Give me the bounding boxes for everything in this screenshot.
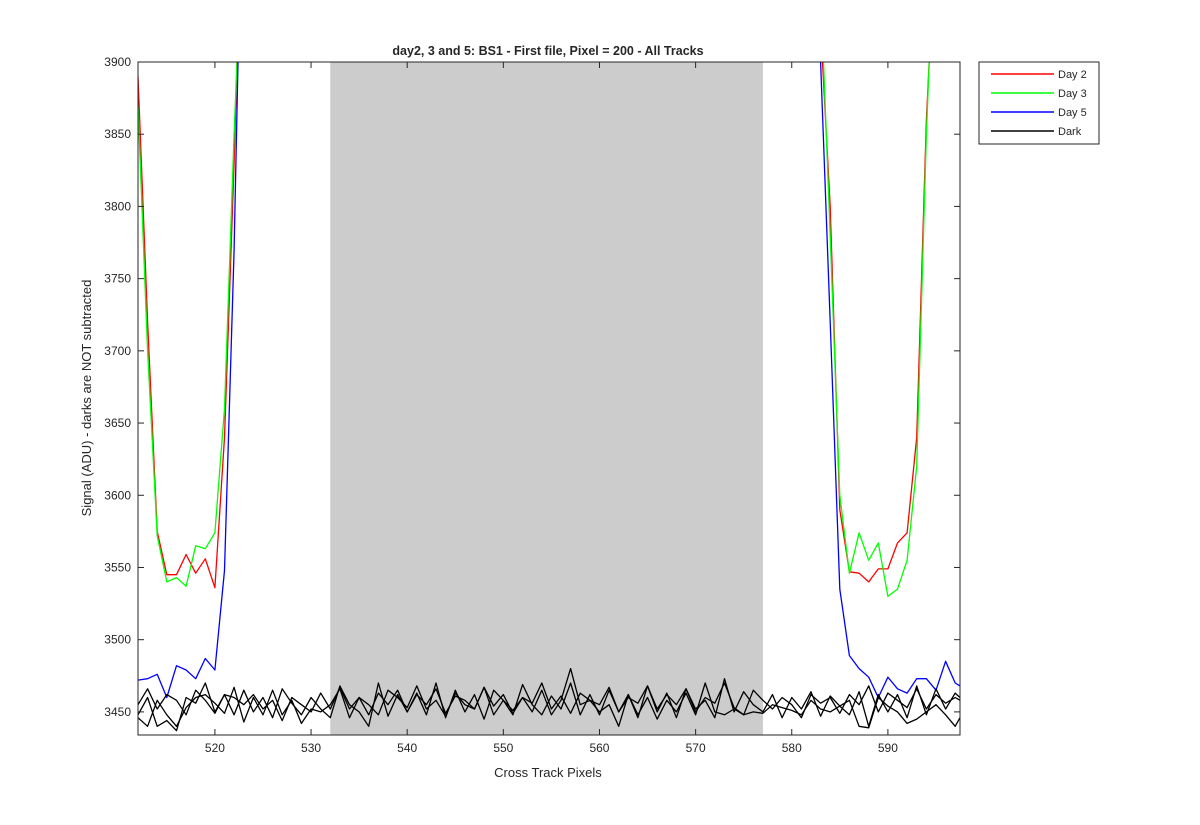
y-tick-label: 3650 — [104, 416, 131, 430]
legend-label-day-5: Day 5 — [1058, 107, 1087, 119]
series-line-day-5-2 — [819, 62, 960, 699]
y-tick-label: 3850 — [104, 127, 131, 141]
series-line-day-5-1 — [138, 62, 239, 699]
series-line-day-3-2 — [822, 62, 930, 598]
x-axis-label: Cross Track Pixels — [494, 765, 602, 780]
x-tick-label: 550 — [493, 741, 513, 755]
legend-label-day-3: Day 3 — [1058, 88, 1087, 100]
x-tick-label: 540 — [397, 741, 417, 755]
y-tick-label: 3700 — [104, 344, 131, 358]
y-tick-label: 3500 — [104, 633, 131, 647]
shaded-region — [330, 62, 763, 735]
x-tick-label: 570 — [686, 741, 706, 755]
y-tick-label: 3450 — [104, 705, 131, 719]
chart-title: day2, 3 and 5: BS1 - First file, Pixel =… — [392, 44, 703, 58]
series-layer — [138, 62, 960, 732]
y-tick-label: 3600 — [104, 488, 131, 502]
x-tick-label: 590 — [878, 741, 898, 755]
x-tick-label: 580 — [782, 741, 802, 755]
x-tick-label: 520 — [205, 741, 225, 755]
series-line-day-2-2 — [821, 62, 930, 583]
series-line-day-3-1 — [138, 62, 238, 587]
x-tick-label: 530 — [301, 741, 321, 755]
y-axis: 3450 3500 3550 3600 3650 3700 3750 3800 3850 3900 — [104, 55, 960, 719]
plot-frame — [137, 61, 961, 736]
y-axis-label: Signal (ADU) - darks are NOT subtracted — [79, 280, 94, 517]
legend-label-dark: Dark — [1058, 126, 1082, 138]
y-tick-label: 3750 — [104, 272, 131, 286]
y-tick-label: 3800 — [104, 199, 131, 213]
series-line-dark-2 — [138, 678, 960, 732]
x-tick-label: 560 — [589, 741, 609, 755]
y-tick-label: 3550 — [104, 560, 131, 574]
y-tick-label: 3900 — [104, 55, 131, 69]
legend: Day 2 Day 3 Day 5 Dark — [978, 61, 1100, 145]
series-line-dark-3 — [138, 667, 960, 729]
x-axis: 520 530 540 550 560 570 580 590 — [205, 62, 898, 755]
legend-label-day-2: Day 2 — [1058, 69, 1087, 81]
